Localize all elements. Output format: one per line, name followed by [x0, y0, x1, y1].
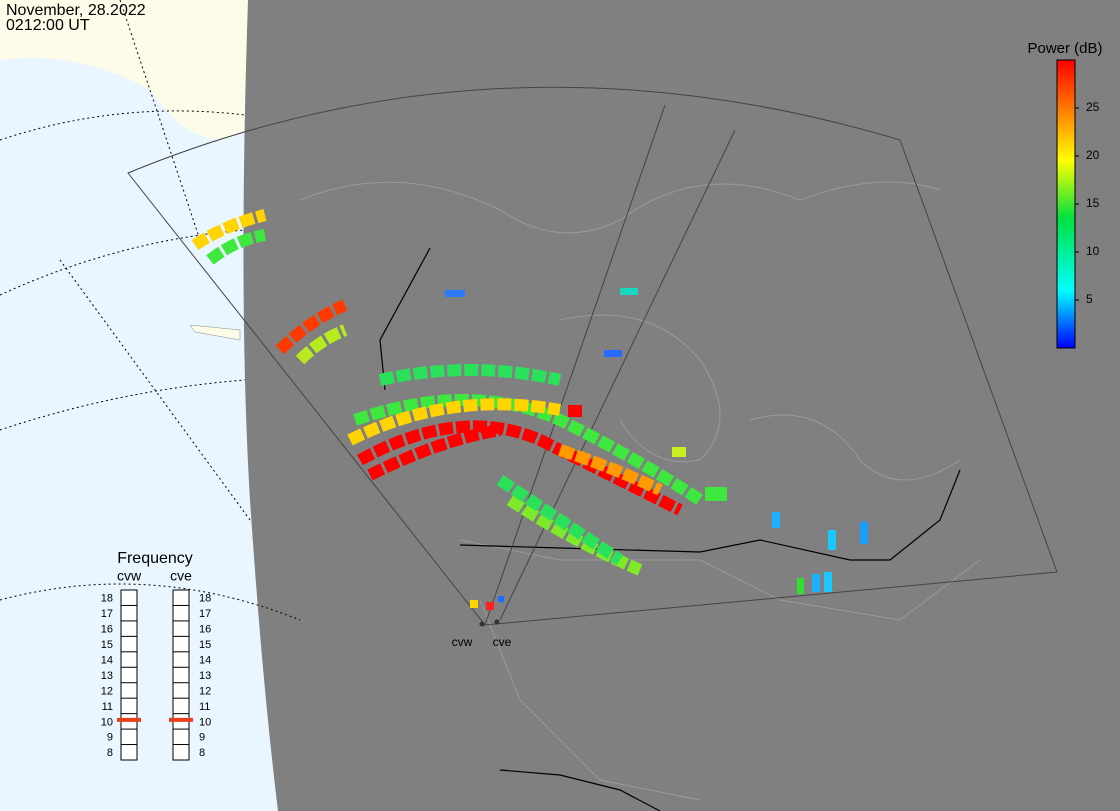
- scatter-cells: [445, 288, 868, 610]
- frequency-tick-label: 13: [199, 670, 211, 682]
- radar-fov: [127, 86, 1058, 626]
- frequency-tick-label: 11: [199, 701, 210, 713]
- frequency-tick-label: 18: [199, 593, 211, 605]
- radar-site: [494, 619, 500, 625]
- land-west: [0, 0, 250, 139]
- frequency-tick-label: 17: [199, 608, 211, 620]
- frequency-box: [120, 589, 138, 761]
- colorbar-title: Power (dB): [1027, 40, 1102, 57]
- frequency-tick-label: 8: [199, 747, 205, 759]
- frequency-tick-label: 15: [101, 639, 113, 651]
- colorbar-tick-label: 20: [1086, 148, 1100, 162]
- date: November, 28.2022: [6, 2, 146, 19]
- frequency-tick-label: 9: [199, 732, 205, 744]
- frequency-tick-label: 10: [101, 716, 113, 728]
- frequency-tick-label: 9: [107, 732, 113, 744]
- colorbar-tick-label: 5: [1086, 292, 1093, 306]
- colorbar-tick-label: 10: [1086, 244, 1100, 258]
- scatter: [191, 209, 704, 576]
- frequency-title: Frequency: [117, 550, 193, 567]
- frequency-tick-label: 10: [199, 716, 211, 728]
- frequency-tick-label: 11: [102, 701, 113, 713]
- radar-label: cvw: [452, 635, 473, 649]
- frequency-tick-label: 16: [199, 624, 211, 636]
- frequency-tick-label: 16: [101, 624, 113, 636]
- frequency-tick-label: 17: [101, 608, 113, 620]
- frequency-tick-label: 8: [107, 747, 113, 759]
- radar-site: [479, 621, 485, 627]
- frequency-box: [172, 589, 190, 761]
- coastlines: [299, 181, 981, 801]
- time: 0212:00 UT: [6, 17, 90, 34]
- radar-label: cve: [493, 635, 512, 649]
- frequency-tick-label: 12: [101, 685, 113, 697]
- colorbar-tick-label: 25: [1086, 100, 1100, 114]
- frequency-tick-label: 14: [101, 654, 113, 666]
- radar-name: cve: [170, 568, 192, 584]
- frequency-tick-label: 15: [199, 639, 211, 651]
- frequency-tick-label: 12: [199, 685, 211, 697]
- latitude-lines: [0, 0, 301, 621]
- land-island: [189, 324, 241, 341]
- frequency-tick-label: 13: [101, 670, 113, 682]
- colorbar-tick-label: 15: [1086, 196, 1100, 210]
- frequency-tick-label: 14: [199, 654, 211, 666]
- night-side: [243, 0, 1120, 811]
- colorbar: [1056, 59, 1076, 349]
- frequency-tick-label: 18: [101, 593, 113, 605]
- radar-name: cvw: [117, 568, 142, 584]
